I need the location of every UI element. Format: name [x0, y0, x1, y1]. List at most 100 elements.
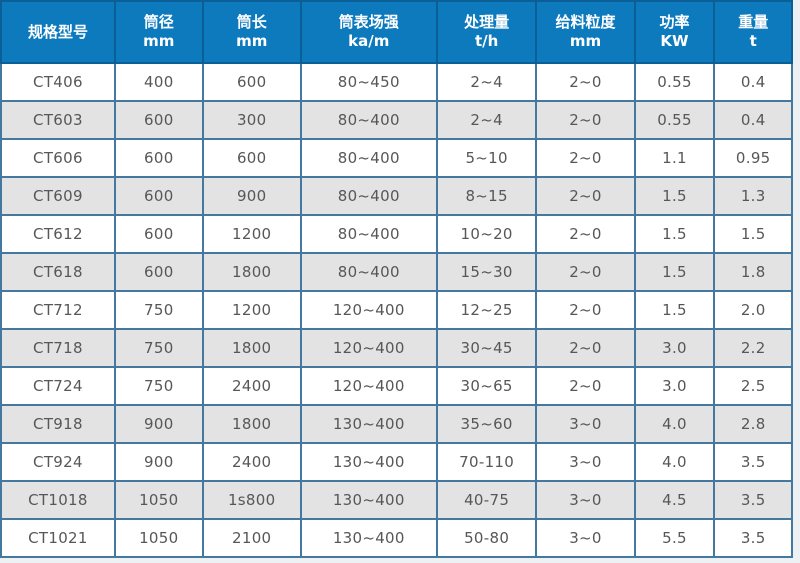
- value-cell: 750: [113, 290, 204, 330]
- value-cell: 3.5: [713, 442, 793, 482]
- value-cell: 3~0: [535, 480, 636, 520]
- table-row: CT609 600 900 80~400 8~15 2~0 1.5 1.3: [0, 176, 793, 216]
- value-cell: 600: [113, 214, 204, 254]
- value-cell: 2~0: [535, 100, 636, 140]
- value-cell: 8~15: [435, 176, 538, 216]
- value-cell: 5~10: [435, 138, 538, 178]
- value-cell: 5.5: [633, 518, 716, 558]
- header-cell: 规格型号: [0, 0, 116, 64]
- value-cell: 600: [113, 138, 204, 178]
- header-unit: KW: [660, 32, 689, 50]
- header-label: 功率: [659, 13, 690, 31]
- value-cell: 2~0: [535, 176, 636, 216]
- value-cell: 1.5: [713, 214, 793, 254]
- table-row: CT612 600 1200 80~400 10~20 2~0 1.5 1.5: [0, 214, 793, 254]
- table-row: CT618 600 1800 80~400 15~30 2~0 1.5 1.8: [0, 252, 793, 292]
- model-cell: CT724: [0, 366, 116, 406]
- header-label: 筒长: [236, 13, 267, 31]
- header-cell: 筒长 mm: [201, 0, 302, 64]
- value-cell: 2.2: [713, 328, 793, 368]
- value-cell: 600: [113, 176, 204, 216]
- value-cell: 2~0: [535, 214, 636, 254]
- header-label: 规格型号: [27, 22, 88, 41]
- value-cell: 130~400: [299, 518, 438, 558]
- value-cell: 2~0: [535, 366, 636, 406]
- header-unit: mm: [569, 32, 602, 50]
- value-cell: 0.55: [633, 62, 716, 102]
- value-cell: 4.0: [633, 404, 716, 444]
- value-cell: 1800: [201, 252, 302, 292]
- header-label: 筒径: [143, 13, 174, 31]
- value-cell: 3.0: [633, 328, 716, 368]
- value-cell: 900: [113, 442, 204, 482]
- value-cell: 80~400: [299, 252, 438, 292]
- table-row: CT924 900 2400 130~400 70-110 3~0 4.0 3.5: [0, 442, 793, 482]
- value-cell: 2400: [201, 442, 302, 482]
- value-cell: 80~400: [299, 100, 438, 140]
- value-cell: 400: [113, 62, 204, 102]
- value-cell: 120~400: [299, 366, 438, 406]
- value-cell: 600: [113, 252, 204, 292]
- value-cell: 2400: [201, 366, 302, 406]
- model-cell: CT712: [0, 290, 116, 330]
- model-cell: CT718: [0, 328, 116, 368]
- value-cell: 3.5: [713, 518, 793, 558]
- header-cell: 重量 t: [713, 0, 793, 64]
- model-cell: CT612: [0, 214, 116, 254]
- value-cell: 120~400: [299, 328, 438, 368]
- value-cell: 300: [201, 100, 302, 140]
- value-cell: 3~0: [535, 442, 636, 482]
- value-cell: 130~400: [299, 404, 438, 444]
- header-cell: 筒径 mm: [113, 0, 204, 64]
- value-cell: 1050: [113, 480, 204, 520]
- model-cell: CT609: [0, 176, 116, 216]
- value-cell: 2100: [201, 518, 302, 558]
- model-cell: CT1018: [0, 480, 116, 520]
- value-cell: 1.5: [633, 252, 716, 292]
- value-cell: 750: [113, 328, 204, 368]
- table-row: CT1018 1050 1s800 130~400 40-75 3~0 4.5 3.5: [0, 480, 793, 520]
- value-cell: 80~400: [299, 176, 438, 216]
- header-label: 处理量: [464, 13, 510, 31]
- value-cell: 900: [113, 404, 204, 444]
- value-cell: 1.8: [713, 252, 793, 292]
- value-cell: 1.5: [633, 290, 716, 330]
- value-cell: 1.1: [633, 138, 716, 178]
- value-cell: 1.5: [633, 176, 716, 216]
- model-cell: CT924: [0, 442, 116, 482]
- value-cell: 130~400: [299, 442, 438, 482]
- value-cell: 70-110: [435, 442, 538, 482]
- value-cell: 1.3: [713, 176, 793, 216]
- value-cell: 80~400: [299, 138, 438, 178]
- value-cell: 4.0: [633, 442, 716, 482]
- model-cell: CT918: [0, 404, 116, 444]
- value-cell: 3~0: [535, 518, 636, 558]
- value-cell: 2.8: [713, 404, 793, 444]
- value-cell: 2~0: [535, 328, 636, 368]
- table-row: CT406 400 600 80~450 2~4 2~0 0.55 0.4: [0, 62, 793, 102]
- value-cell: 2.5: [713, 366, 793, 406]
- value-cell: 4.5: [633, 480, 716, 520]
- model-cell: CT606: [0, 138, 116, 178]
- model-cell: CT618: [0, 252, 116, 292]
- value-cell: 2~4: [435, 62, 538, 102]
- value-cell: 3~0: [535, 404, 636, 444]
- value-cell: 0.95: [713, 138, 793, 178]
- value-cell: 1050: [113, 518, 204, 558]
- value-cell: 2~4: [435, 100, 538, 140]
- value-cell: 1s800: [201, 480, 302, 520]
- header-unit: mm: [143, 32, 175, 50]
- header-label: 筒表场强: [338, 13, 399, 31]
- value-cell: 1800: [201, 404, 302, 444]
- header-cell: 筒表场强 ka/m: [299, 0, 438, 64]
- value-cell: 1.5: [633, 214, 716, 254]
- header-unit: mm: [236, 32, 268, 50]
- value-cell: 750: [113, 366, 204, 406]
- value-cell: 2~0: [535, 290, 636, 330]
- value-cell: 0.55: [633, 100, 716, 140]
- header-unit: t: [749, 32, 757, 50]
- table-header: 规格型号 筒径 mm 筒长 mm 筒表场强 ka/m 处理量 t/h 给料粒度 mm 功率 KW 重量 t: [0, 0, 793, 64]
- value-cell: 2~0: [535, 252, 636, 292]
